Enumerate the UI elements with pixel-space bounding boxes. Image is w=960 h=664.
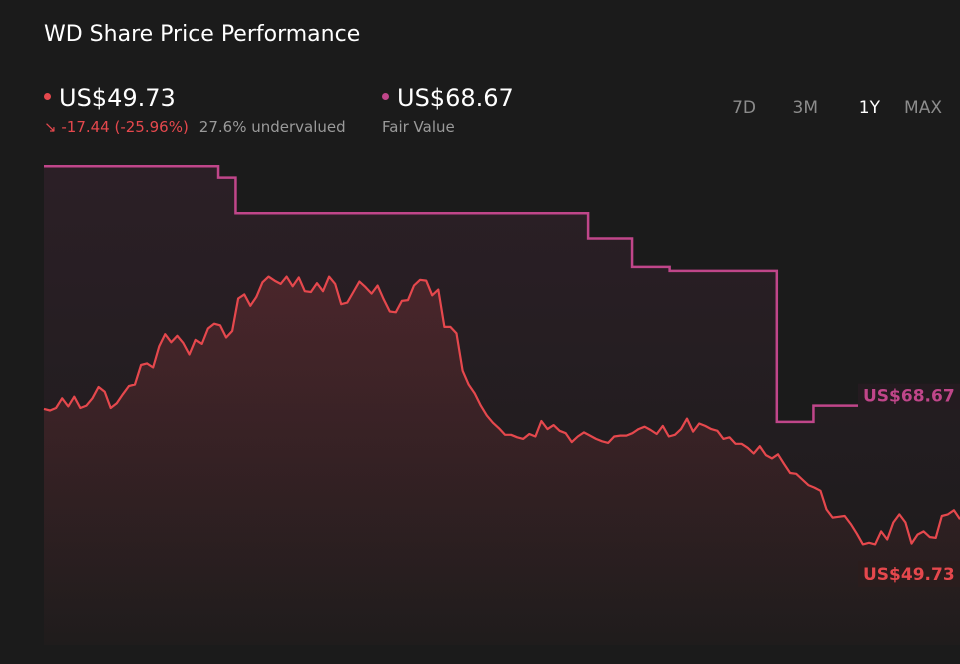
price-line xyxy=(43,275,960,546)
price-change-value: -17.44 (-25.96%) xyxy=(61,118,189,136)
price-change: ↘ -17.44 (-25.96%) xyxy=(44,118,189,136)
fair-value-line xyxy=(44,164,960,424)
time-range-selector: 7D 3M 1Y MAX xyxy=(694,98,942,118)
arrow-down-right-icon: ↘ xyxy=(44,118,57,136)
fair-value-end-label: US$68.67 xyxy=(858,383,960,410)
range-1y-button[interactable]: 1Y xyxy=(858,98,880,118)
current-price-value: US$49.73 xyxy=(59,84,176,112)
fair-value-end-label-text: US$68.67 xyxy=(863,387,955,407)
fair-value-label: Fair Value xyxy=(382,118,455,136)
current-price-block: US$49.73 ↘ -17.44 (-25.96%) 27.6% underva… xyxy=(44,84,346,136)
fair-value: US$68.67 xyxy=(382,84,514,112)
fair-value-amount: US$68.67 xyxy=(397,84,514,112)
price-dot-icon xyxy=(44,92,51,100)
price-end-label-bg xyxy=(858,561,960,587)
range-max-button[interactable]: MAX xyxy=(904,98,942,118)
chart-title: WD Share Price Performance xyxy=(44,22,361,47)
fair-value-end-label-bg xyxy=(858,383,960,410)
range-3m-button[interactable]: 3M xyxy=(792,98,818,118)
price-change-row: ↘ -17.44 (-25.96%) 27.6% undervalued xyxy=(44,118,346,136)
fair-value-dot-icon xyxy=(382,92,389,100)
range-7d-button[interactable]: 7D xyxy=(732,98,756,118)
price-end-label: US$49.73 xyxy=(858,561,960,587)
undervalued-text: 27.6% undervalued xyxy=(198,118,346,136)
current-price: US$49.73 xyxy=(44,84,346,112)
price-end-label-text: US$49.73 xyxy=(863,565,955,585)
fair-value-block: US$68.67 Fair Value xyxy=(382,84,514,136)
price-area xyxy=(44,276,960,645)
